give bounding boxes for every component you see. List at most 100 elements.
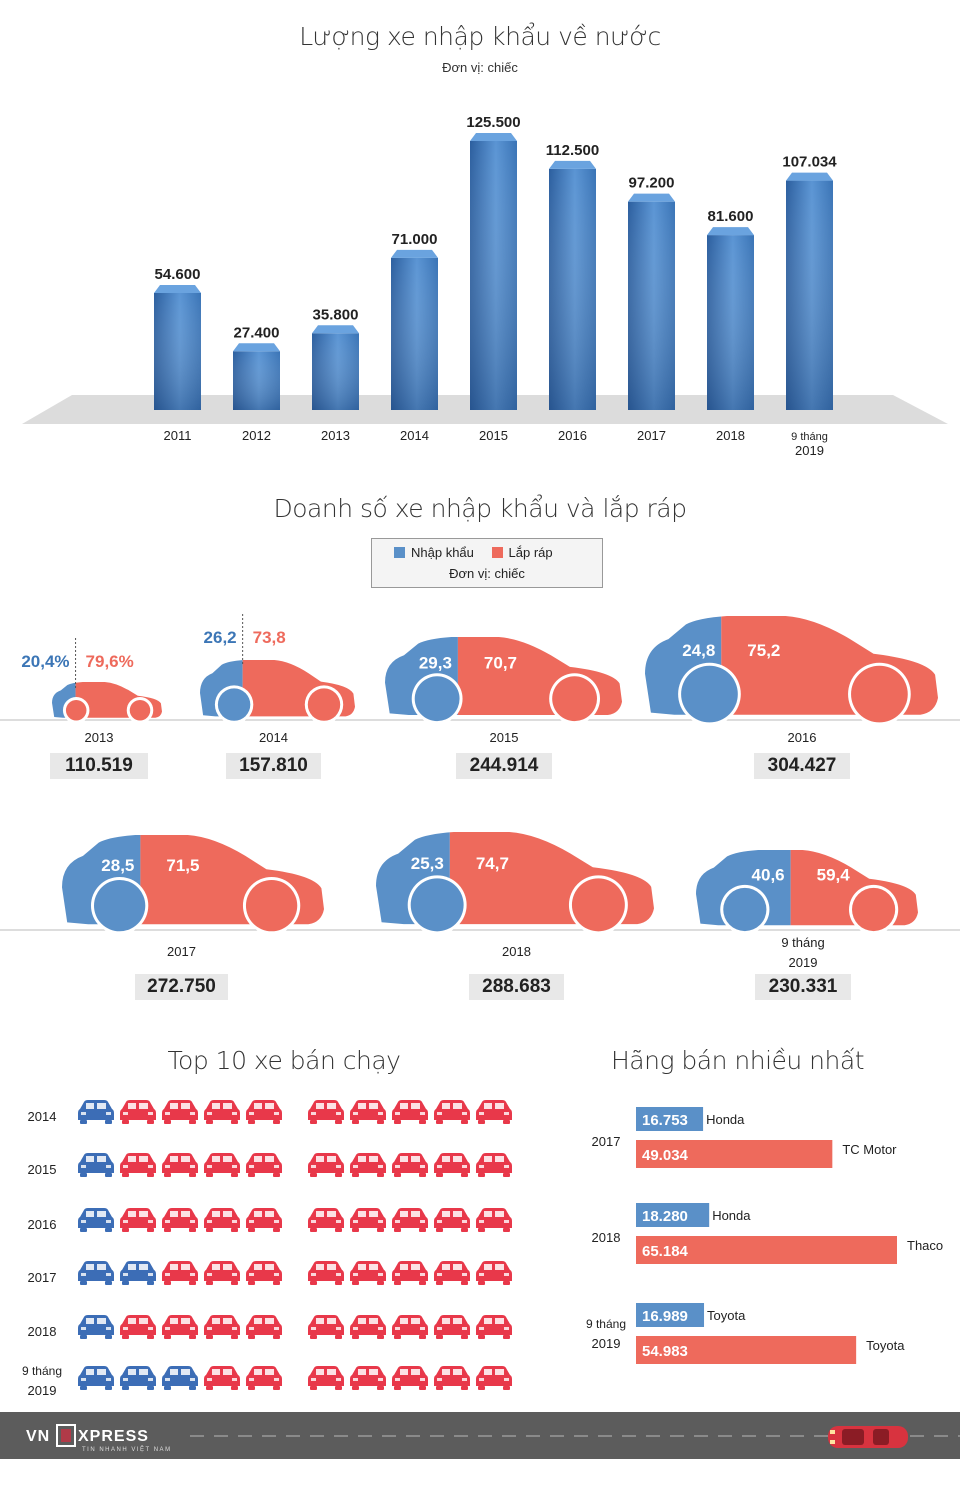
top10-year-label: 2015 bbox=[28, 1162, 57, 1177]
car-icon bbox=[204, 1208, 240, 1232]
car-icon bbox=[434, 1100, 470, 1124]
car-icon bbox=[476, 1366, 512, 1390]
car-icon bbox=[350, 1100, 386, 1124]
total-label: 230.331 bbox=[755, 974, 851, 1000]
top10-year-label: 2017 bbox=[28, 1270, 57, 1285]
car-icon bbox=[350, 1208, 386, 1232]
assembled-pct-label: 70,7 bbox=[484, 654, 517, 673]
import-brand-bar bbox=[636, 1303, 705, 1327]
year-label: 2013 bbox=[85, 730, 114, 745]
top10-year-label: 2019 bbox=[28, 1383, 57, 1398]
car-icon bbox=[476, 1153, 512, 1177]
x-tick-label: 2012 bbox=[242, 428, 271, 443]
wheel bbox=[410, 878, 464, 932]
assembled-pct-label: 73,8 bbox=[253, 628, 286, 647]
legend-unit: Đơn vị: chiếc bbox=[449, 566, 525, 581]
year-label: 9 tháng bbox=[781, 935, 824, 950]
car-icon bbox=[120, 1366, 156, 1390]
x-tick-label: 2011 bbox=[164, 428, 192, 443]
bar-cap bbox=[470, 133, 517, 141]
import-pct-label: 28,5 bbox=[101, 856, 134, 875]
wheel bbox=[571, 878, 625, 932]
total-label: 157.810 bbox=[226, 753, 321, 779]
x-tick-label: 2018 bbox=[716, 428, 745, 443]
assembled-value-label: 49.034 bbox=[642, 1147, 689, 1164]
car-icon bbox=[162, 1208, 198, 1232]
bar-cap bbox=[312, 325, 359, 334]
top10-year-label: 9 tháng bbox=[22, 1364, 62, 1378]
bar-shade bbox=[786, 180, 833, 410]
car-icon bbox=[392, 1153, 428, 1177]
car-icon bbox=[246, 1100, 282, 1124]
bar-value-label: 97.200 bbox=[629, 175, 675, 192]
car-icon bbox=[350, 1261, 386, 1285]
top10-year-label: 2018 bbox=[28, 1324, 57, 1339]
x-tick-label: 2016 bbox=[558, 428, 587, 443]
wheel bbox=[245, 879, 298, 932]
year-label: 2018 bbox=[502, 944, 531, 959]
car-icon bbox=[78, 1315, 114, 1339]
bar-shade bbox=[391, 257, 438, 410]
top10-year-label: 2014 bbox=[28, 1109, 57, 1124]
wheel bbox=[414, 676, 460, 722]
car-icon bbox=[78, 1366, 114, 1390]
bar-shade bbox=[628, 201, 675, 410]
car-icon bbox=[246, 1366, 282, 1390]
car-icon bbox=[246, 1261, 282, 1285]
x-tick-label: 2017 bbox=[637, 428, 666, 443]
import-brand-label: Toyota bbox=[707, 1308, 746, 1323]
bar-shade bbox=[470, 141, 517, 410]
car-icon bbox=[434, 1153, 470, 1177]
legend-import-swatch bbox=[394, 547, 405, 558]
footer-bar: VN XPRESS TIN NHANH VIỆT NAM bbox=[0, 1412, 960, 1459]
wheel bbox=[851, 665, 908, 723]
assembled-pct-label: 71,5 bbox=[166, 856, 199, 875]
legend-assembled-swatch bbox=[491, 547, 503, 558]
bar-cap bbox=[549, 160, 596, 169]
x-tick-label: 9 tháng bbox=[791, 431, 828, 443]
assembled-brand-bar bbox=[636, 1236, 897, 1264]
car-icon bbox=[476, 1315, 512, 1339]
car-icon bbox=[78, 1261, 114, 1285]
import-pct-label: 29,3 bbox=[419, 654, 452, 673]
wheel bbox=[852, 887, 896, 932]
car-icon bbox=[308, 1366, 344, 1390]
year-label: 2017 bbox=[167, 944, 196, 959]
car-icon bbox=[308, 1100, 344, 1124]
total-label: 244.914 bbox=[456, 753, 552, 779]
assembled-brand-label: Thaco bbox=[907, 1238, 943, 1253]
bar-cap bbox=[233, 343, 280, 352]
car-icon bbox=[120, 1100, 156, 1124]
bar-value-label: 35.800 bbox=[313, 306, 359, 323]
wheel bbox=[552, 676, 598, 722]
section1-title: Lượng xe nhập khẩu về nước bbox=[299, 22, 661, 51]
car-icon bbox=[78, 1100, 114, 1124]
bar-value-label: 81.600 bbox=[708, 208, 754, 225]
footer-car-icon bbox=[828, 1426, 908, 1448]
brand-year-label: 2017 bbox=[592, 1134, 621, 1149]
assembled-value-label: 54.983 bbox=[642, 1343, 688, 1360]
car-icon bbox=[246, 1153, 282, 1177]
car-icon bbox=[162, 1261, 198, 1285]
bar-cap bbox=[628, 193, 675, 202]
year-label: 2014 bbox=[259, 730, 288, 745]
total-label: 304.427 bbox=[754, 753, 850, 779]
assembled-value-label: 65.184 bbox=[642, 1243, 689, 1260]
bar-cap bbox=[154, 284, 201, 293]
svg-text:TIN NHANH VIỆT NAM: TIN NHANH VIỆT NAM bbox=[82, 1445, 172, 1453]
car-icon bbox=[434, 1315, 470, 1339]
car-icon bbox=[350, 1153, 386, 1177]
sales-cars-svg: 20,4% 79,6% 2013 26,2 73,8 2014 29,3 70,7 2015 24… bbox=[0, 614, 960, 970]
wheel bbox=[217, 688, 251, 721]
bar-shade bbox=[549, 168, 596, 410]
car-icon bbox=[476, 1208, 512, 1232]
car-icon bbox=[434, 1208, 470, 1232]
vnexpress-logo: VN XPRESS TIN NHANH VIỆT NAM bbox=[26, 1424, 172, 1453]
wheel bbox=[723, 887, 767, 932]
legend: Nhập khẩu Lắp ráp Đơn vị: chiếc bbox=[371, 538, 603, 588]
wheel bbox=[93, 879, 146, 932]
wheel bbox=[65, 699, 87, 721]
car-icon bbox=[162, 1153, 198, 1177]
bar-value-label: 54.600 bbox=[155, 266, 201, 283]
import-brand-bar bbox=[636, 1203, 710, 1227]
